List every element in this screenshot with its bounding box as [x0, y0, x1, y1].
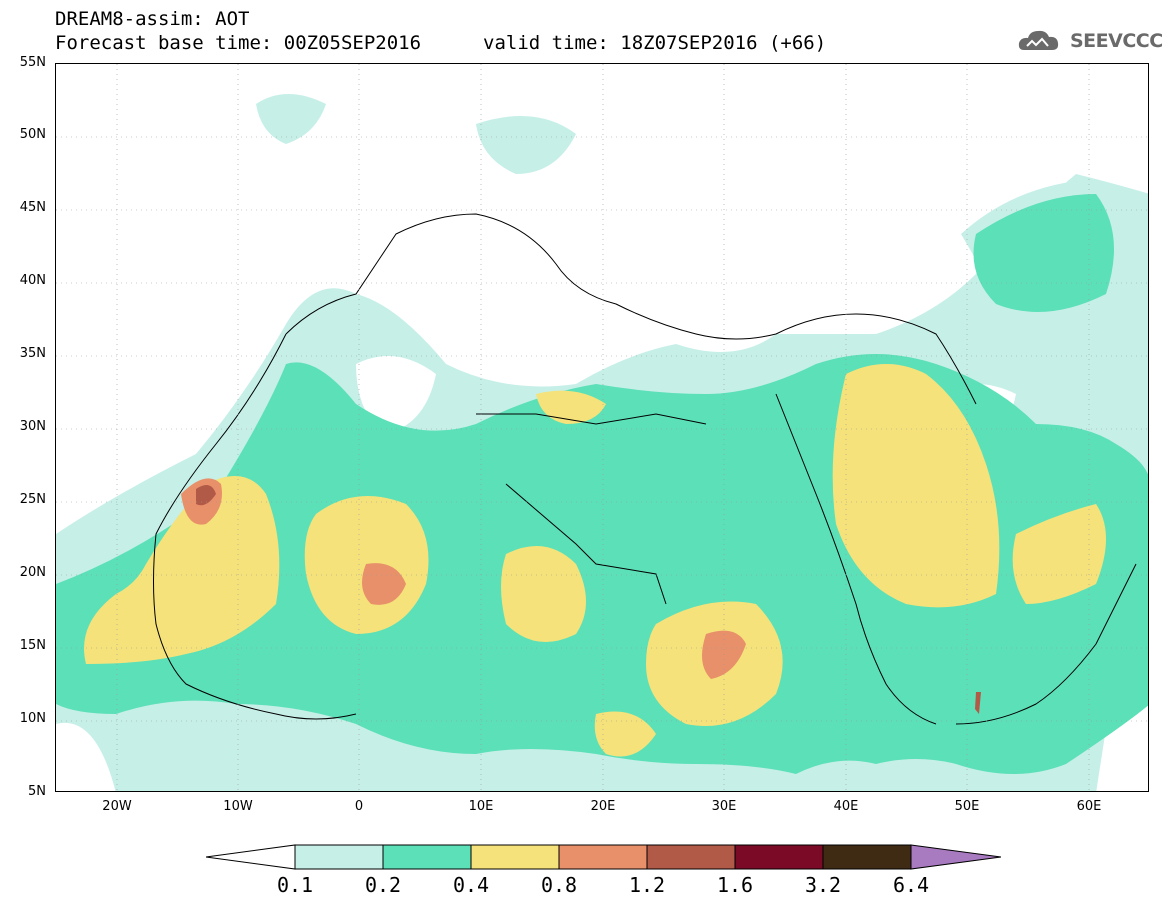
lon-label-30e: 30E	[711, 799, 737, 814]
colorbar-label-0-8: 0.8	[540, 873, 578, 897]
lon-label-60e: 60E	[1076, 799, 1102, 814]
aot-band-0-4	[84, 364, 1106, 757]
lon-label-50e: 50E	[954, 799, 980, 814]
cloud-logo-icon	[1018, 30, 1059, 50]
colorbar-segment-0-4	[470, 844, 560, 870]
lat-label-40n: 40N	[19, 273, 46, 288]
lat-label-5n: 5N	[28, 784, 46, 799]
colorbar-label-1-6: 1.6	[716, 873, 754, 897]
colorbar-segment-0-1	[294, 844, 384, 870]
colorbar-label-3-2: 3.2	[804, 873, 842, 897]
colorbar-segment-0-2	[382, 844, 472, 870]
lat-label-30n: 30N	[19, 419, 46, 434]
coastlines	[153, 213, 1137, 725]
lat-label-55n: 55N	[19, 55, 46, 70]
colorbar-segment-1-6	[734, 844, 824, 870]
lon-label-40e: 40E	[833, 799, 859, 814]
colorbar-segment-1-2	[646, 844, 736, 870]
lat-label-45n: 45N	[19, 200, 46, 215]
lon-label-10e: 10E	[468, 799, 494, 814]
lat-label-35n: 35N	[19, 346, 46, 361]
lon-label-0: 0	[354, 799, 364, 814]
lat-label-25n: 25N	[19, 492, 46, 507]
colorbar-label-0-2: 0.2	[364, 873, 402, 897]
forecast-base-time: Forecast base time: 00Z05SEP2016	[55, 32, 422, 54]
valid-time: valid time: 18Z07SEP2016 (+66)	[483, 32, 827, 54]
colorbar-label-0-4: 0.4	[452, 873, 490, 897]
colorbar-under-triangle	[206, 844, 296, 870]
colorbar-over-triangle	[910, 844, 1001, 870]
colorbar-label-0-1: 0.1	[276, 873, 314, 897]
aot-band-1-2	[196, 485, 981, 714]
aot-forecast-map	[55, 63, 1149, 792]
colorbar	[206, 844, 1001, 870]
lon-label-20w: 20W	[102, 799, 132, 814]
colorbar-label-1-2: 1.2	[628, 873, 666, 897]
lat-label-50n: 50N	[19, 127, 46, 142]
logo-text: SEEVCCC	[1070, 30, 1163, 52]
lat-label-10n: 10N	[19, 711, 46, 726]
map-title: DREAM8-assim: AOT	[55, 8, 250, 30]
lon-label-20e: 20E	[590, 799, 616, 814]
colorbar-segment-0-8	[558, 844, 648, 870]
lon-label-10w: 10W	[223, 799, 253, 814]
colorbar-segment-3-2	[822, 844, 912, 870]
colorbar-label-6-4: 6.4	[892, 873, 930, 897]
lat-label-20n: 20N	[19, 565, 46, 580]
lat-label-15n: 15N	[19, 638, 46, 653]
